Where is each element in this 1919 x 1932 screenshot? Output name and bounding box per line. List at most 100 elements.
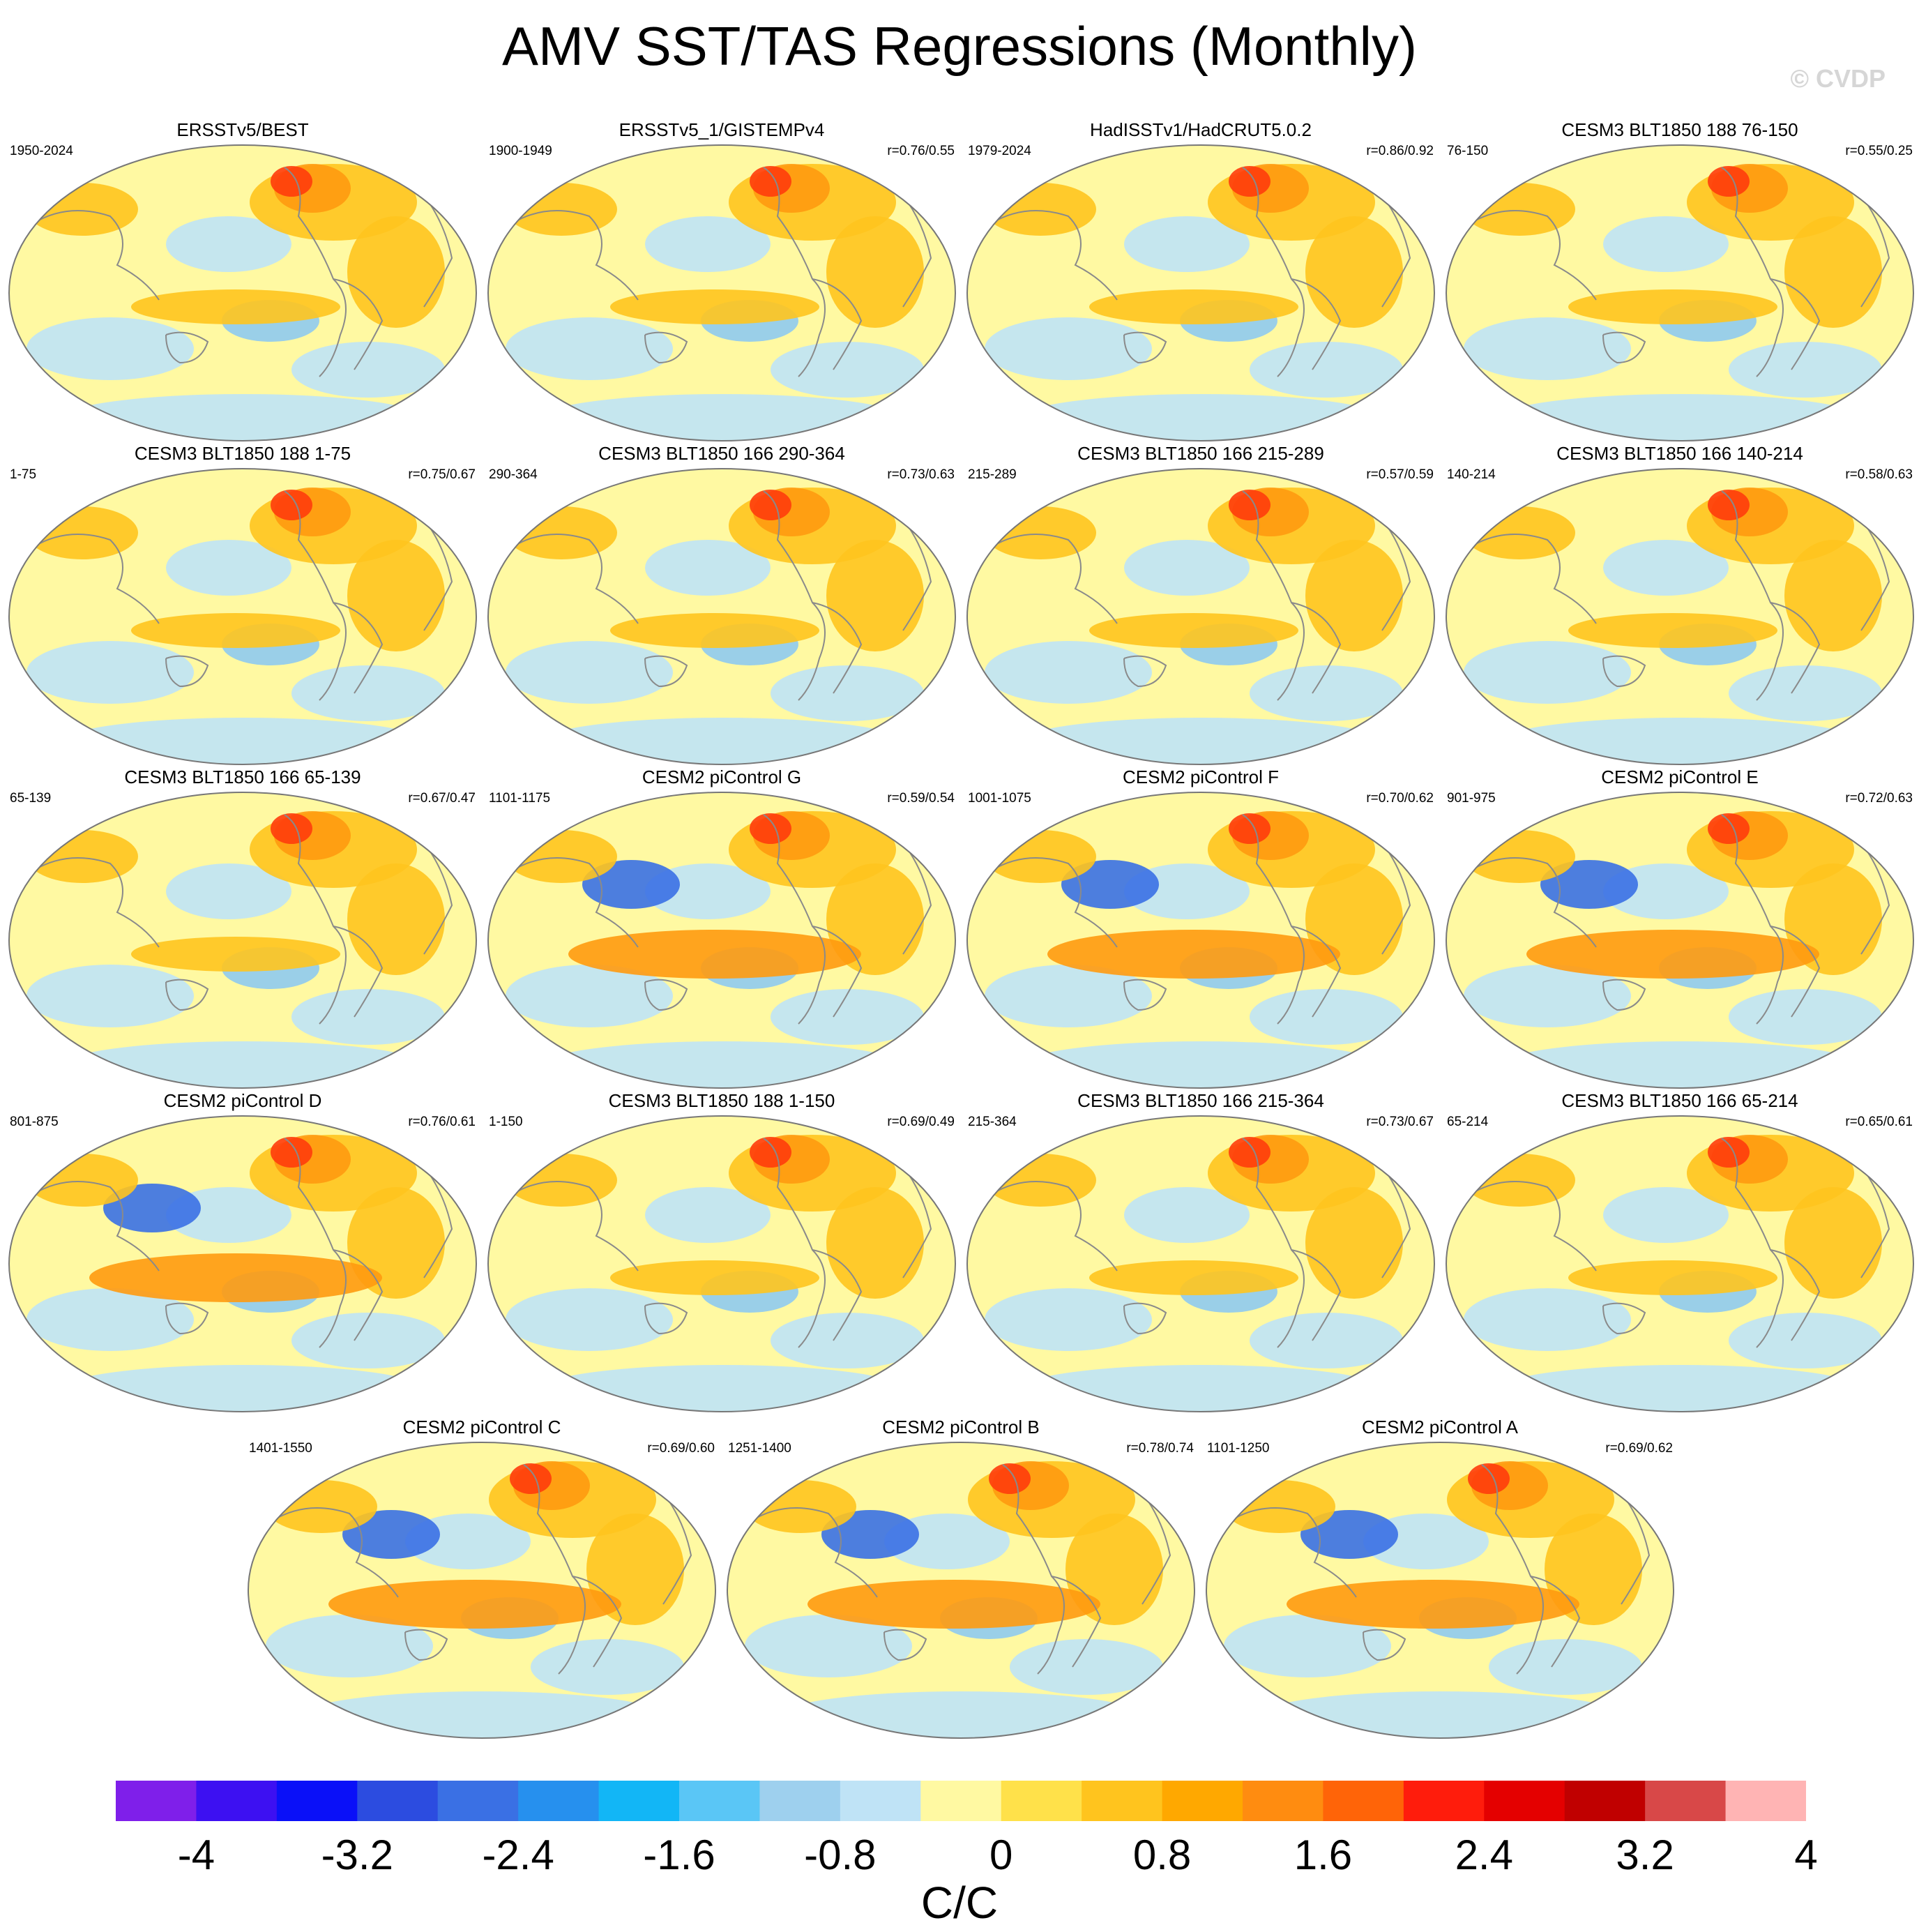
colorbar-swatch bbox=[196, 1781, 278, 1821]
coastline bbox=[902, 1165, 932, 1278]
coastline bbox=[812, 602, 863, 694]
panel-period: 1101-1250 bbox=[1207, 1441, 1270, 1456]
warm-anomaly bbox=[26, 183, 138, 236]
map-panel: ERSSTv5_1/GISTEMPv4 1900-1949 r=0.76/0.55 bbox=[485, 119, 959, 446]
cool-anomaly bbox=[1250, 665, 1403, 721]
hot-anomaly bbox=[1229, 490, 1271, 520]
cool-anomaly bbox=[26, 1288, 194, 1351]
colorbar-swatch bbox=[1725, 1781, 1806, 1821]
panel-title: CESM3 BLT1850 166 215-289 bbox=[1077, 443, 1324, 464]
hot-anomaly bbox=[750, 166, 791, 197]
anomaly-field bbox=[488, 1116, 955, 1412]
coastline bbox=[165, 979, 209, 1011]
coastline bbox=[751, 1507, 878, 1598]
warm-anomaly bbox=[328, 1580, 621, 1629]
panel-correlation: r=0.57/0.59 bbox=[1366, 467, 1434, 482]
coastline bbox=[1770, 602, 1821, 694]
warm-anomaly bbox=[506, 830, 617, 883]
coastline bbox=[1363, 1629, 1406, 1661]
panel-period: 1979-2024 bbox=[968, 144, 1031, 158]
colorbar-swatch bbox=[357, 1781, 439, 1821]
panel-period: 76-150 bbox=[1447, 144, 1489, 158]
colorbar-swatch bbox=[518, 1781, 600, 1821]
coastline bbox=[1291, 602, 1342, 694]
map-panel: CESM2 piControl E 901-975 r=0.72/0.63 bbox=[1443, 766, 1917, 1094]
anomaly-field bbox=[967, 145, 1434, 441]
coastline bbox=[1470, 534, 1597, 624]
coastline bbox=[284, 1138, 347, 1348]
main-title: AMV SST/TAS Regressions (Monthly) bbox=[502, 15, 1417, 77]
panel-title: CESM2 piControl F bbox=[1123, 767, 1279, 787]
warm-anomaly bbox=[1568, 613, 1777, 648]
warm-anomaly bbox=[610, 1260, 819, 1295]
coastline bbox=[1242, 1138, 1305, 1348]
anomaly-field bbox=[1446, 469, 1913, 764]
panel-correlation: r=0.76/0.55 bbox=[887, 144, 955, 158]
cold-anomaly bbox=[1061, 860, 1159, 909]
world-map bbox=[8, 792, 477, 1089]
cool-anomaly bbox=[61, 1365, 424, 1412]
coastline bbox=[423, 518, 453, 631]
colorbar-tick-label: -4 bbox=[177, 1832, 215, 1878]
coastline bbox=[1602, 979, 1646, 1011]
coastline bbox=[991, 1181, 1118, 1271]
cool-anomaly bbox=[771, 665, 924, 721]
coastline bbox=[1470, 210, 1597, 301]
map-panel: CESM3 BLT1850 166 215-364 215-364 r=0.73/0… bbox=[964, 1089, 1438, 1417]
colorbar-tick-label: 4 bbox=[1794, 1832, 1818, 1878]
coastline bbox=[1381, 1165, 1411, 1278]
map-border bbox=[1206, 1442, 1674, 1739]
map-border bbox=[966, 144, 1435, 442]
coastline bbox=[284, 490, 347, 701]
warm-anomaly bbox=[506, 506, 617, 559]
warm-anomaly bbox=[1305, 216, 1403, 328]
cool-anomaly bbox=[301, 1691, 663, 1738]
coastline bbox=[1123, 979, 1167, 1011]
anomaly-field bbox=[967, 1116, 1434, 1412]
anomaly-field bbox=[9, 1116, 476, 1412]
cold-anomaly bbox=[821, 1510, 919, 1559]
coastline bbox=[1242, 490, 1305, 701]
map-panel: CESM3 BLT1850 188 1-150 1-150 r=0.69/0.49 bbox=[485, 1089, 959, 1417]
panel-period: 1251-1400 bbox=[728, 1441, 791, 1456]
world-map bbox=[966, 144, 1435, 442]
panel-correlation: r=0.78/0.74 bbox=[1126, 1441, 1194, 1456]
warm-anomaly bbox=[1089, 1260, 1298, 1295]
coastline bbox=[1602, 1302, 1646, 1335]
cool-anomaly bbox=[291, 1313, 445, 1368]
coastline bbox=[1721, 814, 1784, 1025]
warm-anomaly bbox=[985, 506, 1096, 559]
map-panel: CESM3 BLT1850 188 1-75 1-75 r=0.75/0.67 bbox=[6, 442, 480, 770]
panel-period: 1101-1175 bbox=[489, 791, 551, 806]
map-border bbox=[248, 1442, 716, 1739]
hot-anomaly bbox=[271, 490, 312, 520]
cvdp-watermark: © CVDP bbox=[1790, 64, 1886, 93]
map-border bbox=[8, 144, 477, 442]
coastline bbox=[1860, 1165, 1890, 1278]
colorbar-tick-label: 3.2 bbox=[1616, 1832, 1674, 1878]
world-map bbox=[966, 792, 1435, 1089]
panel-period: 801-875 bbox=[10, 1115, 59, 1129]
cool-anomaly bbox=[771, 1313, 924, 1368]
anomaly-field bbox=[488, 469, 955, 764]
cool-anomaly bbox=[26, 317, 194, 380]
warm-anomaly bbox=[610, 289, 819, 324]
coastline bbox=[1291, 278, 1342, 370]
cool-anomaly bbox=[61, 394, 424, 441]
coastline bbox=[1051, 1576, 1102, 1668]
map-border bbox=[966, 792, 1435, 1089]
cool-anomaly bbox=[985, 1288, 1152, 1351]
coastline bbox=[1002, 1464, 1065, 1675]
coastline bbox=[333, 1249, 384, 1341]
panel-title: CESM2 piControl E bbox=[1601, 767, 1759, 787]
colorbar-swatch bbox=[1403, 1781, 1485, 1821]
warm-anomaly bbox=[131, 937, 340, 972]
warm-anomaly bbox=[610, 613, 819, 648]
coastline bbox=[1721, 490, 1784, 701]
panel-title: CESM3 BLT1850 188 1-150 bbox=[608, 1090, 835, 1111]
cool-anomaly bbox=[61, 1041, 424, 1088]
cool-anomaly bbox=[1019, 394, 1382, 441]
map-panel: CESM2 piControl D 801-875 r=0.76/0.61 bbox=[6, 1089, 480, 1417]
hot-anomaly bbox=[989, 1463, 1031, 1494]
cool-anomaly bbox=[1019, 1041, 1382, 1088]
